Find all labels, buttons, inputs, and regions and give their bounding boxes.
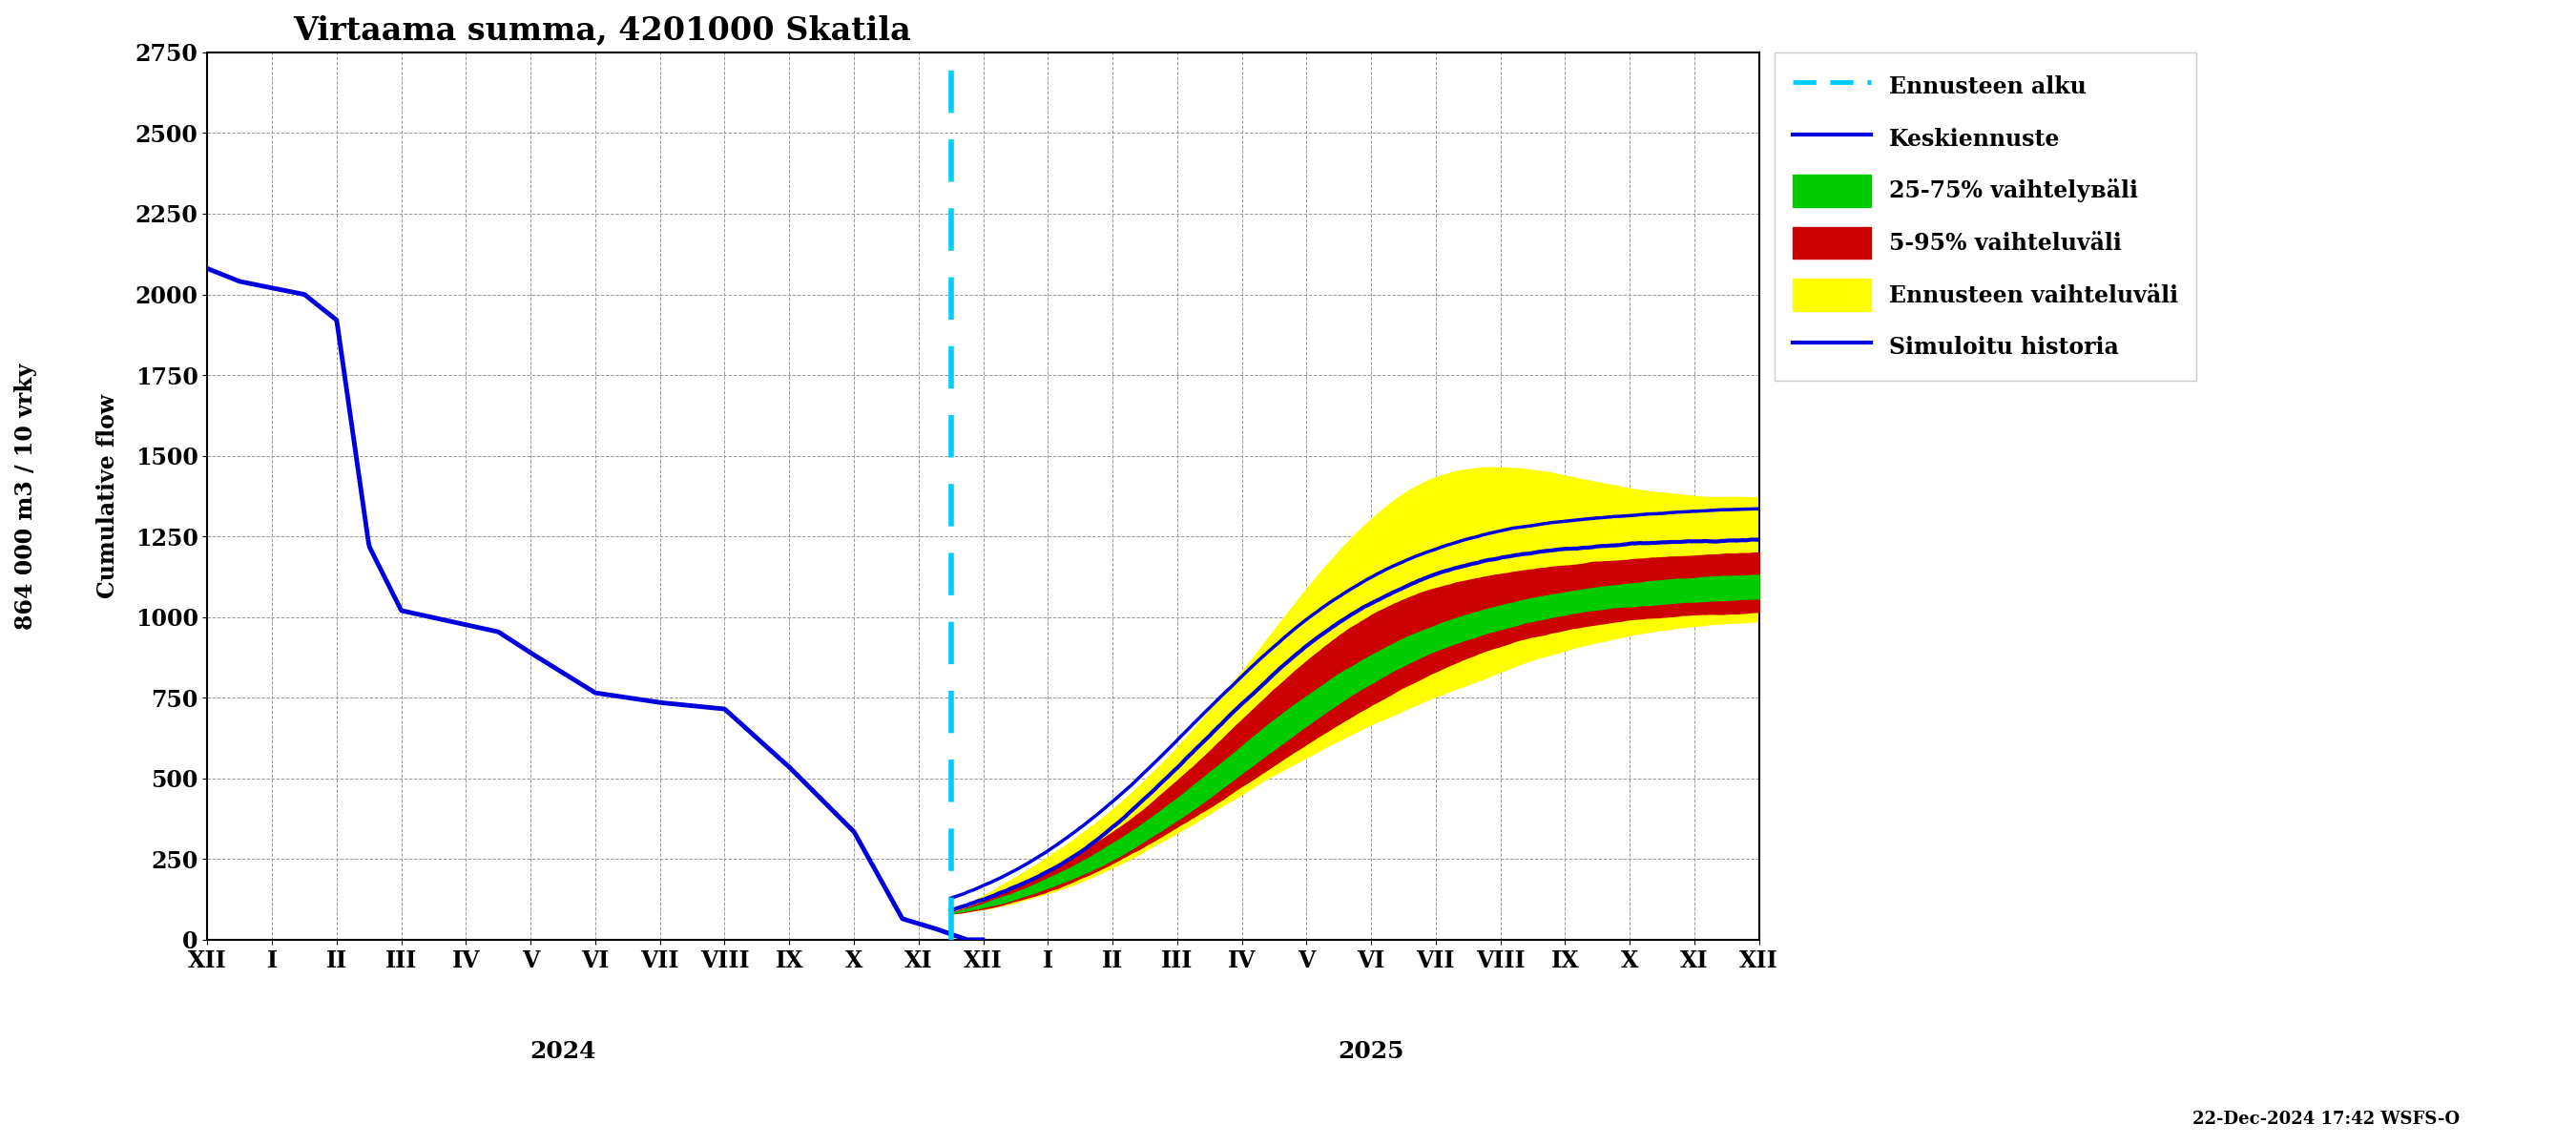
- Text: 2025: 2025: [1337, 1040, 1404, 1063]
- Text: Virtaama summa, 4201000 Skatila: Virtaama summa, 4201000 Skatila: [294, 14, 912, 46]
- Y-axis label: 864 000 m3 / 10 vrky

Cumulative flow: 864 000 m3 / 10 vrky Cumulative flow: [15, 363, 118, 630]
- Text: 22-Dec-2024 17:42 WSFS-O: 22-Dec-2024 17:42 WSFS-O: [2192, 1111, 2460, 1128]
- Legend: Ennusteen alku, Keskiennuste, 25-75% vaihtelувäli, 5-95% vaihteluväli, Ennusteen: Ennusteen alku, Keskiennuste, 25-75% vai…: [1775, 53, 2197, 381]
- Text: 2024: 2024: [531, 1040, 595, 1063]
